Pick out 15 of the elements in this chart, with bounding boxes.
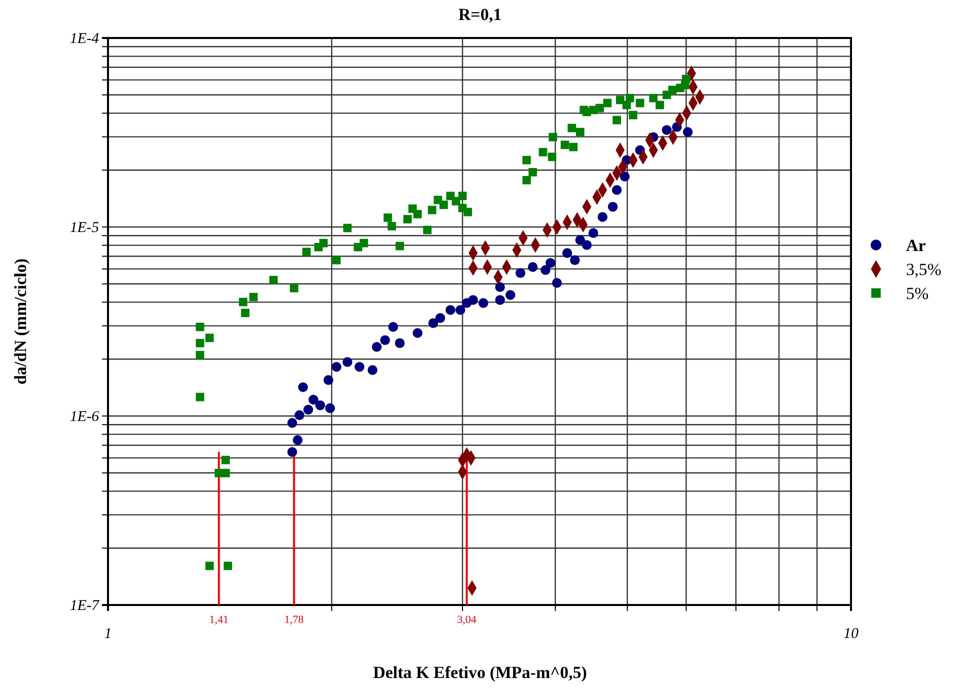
legend-label: 3,5%	[906, 260, 942, 279]
x-tick-label: 10	[844, 626, 859, 642]
ref-line-label: 1,41	[209, 614, 228, 626]
y-tick-label: 1E-4	[70, 30, 100, 47]
legend-label: 5%	[906, 284, 929, 303]
x-axis-title: Delta K Efetivo (MPa-m^0,5)	[373, 663, 587, 682]
y-tick-label: 1E-6	[70, 408, 100, 425]
ref-line-label: 3,04	[457, 614, 477, 626]
x-tick-label: 1	[104, 626, 112, 642]
y-tick-label: 1E-7	[70, 598, 100, 614]
ref-line-label: 1,78	[284, 614, 304, 626]
y-tick-label: 1E-5	[70, 220, 100, 236]
chart-title: R=0,1	[458, 5, 502, 24]
legend-label: Ar	[906, 236, 926, 255]
y-axis-title: da/dN (mm/ciclo)	[11, 258, 30, 385]
